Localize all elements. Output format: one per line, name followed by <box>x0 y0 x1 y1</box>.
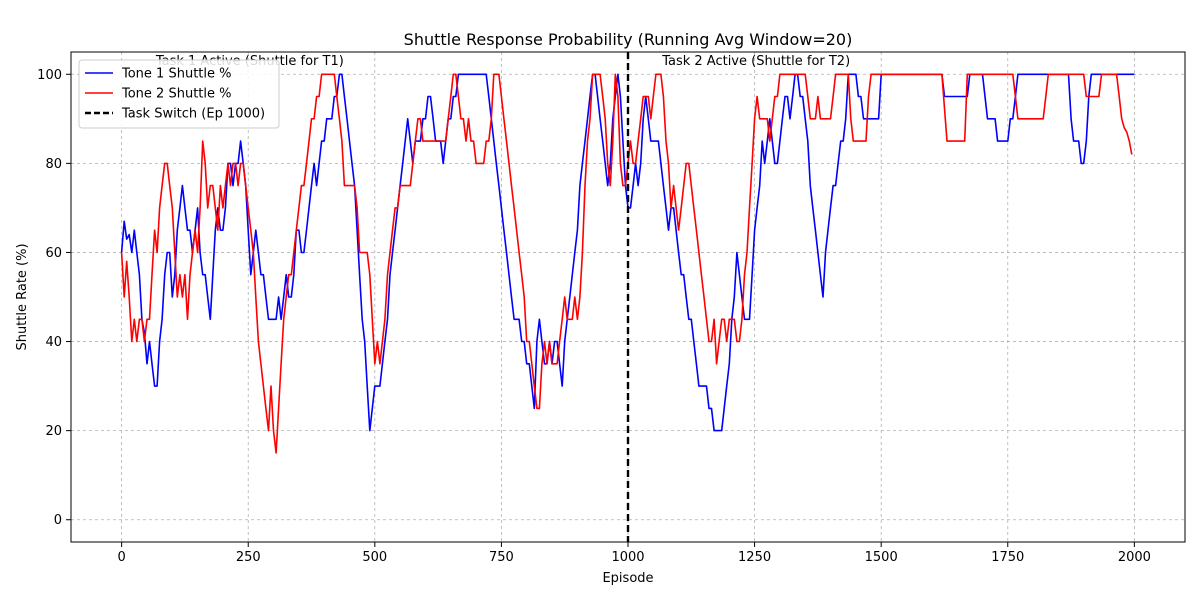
task-annotation: Task 2 Active (Shuttle for T2) <box>661 54 850 69</box>
chart-title: Shuttle Response Probability (Running Av… <box>404 30 853 49</box>
plot-frame <box>70 51 1186 543</box>
x-tick-label: 2000 <box>1118 550 1151 565</box>
x-tick-label: 750 <box>489 550 514 565</box>
x-tick-label: 0 <box>117 550 125 565</box>
legend-box <box>78 59 280 129</box>
x-tick-label: 1500 <box>865 550 898 565</box>
x-tick-label: 1000 <box>611 550 644 565</box>
x-tick-label: 500 <box>362 550 387 565</box>
legend-label: Tone 2 Shuttle % <box>121 87 231 102</box>
y-tick-label: 100 <box>37 68 62 83</box>
y-tick-label: 20 <box>45 424 62 439</box>
y-tick-label: 40 <box>45 335 62 350</box>
series-line-tone-2 <box>120 73 1133 454</box>
y-axis-label: Shuttle Rate (%) <box>15 243 30 350</box>
x-axis-label: Episode <box>602 571 653 586</box>
legend-label: Task Switch (Ep 1000) <box>121 107 265 122</box>
ticks-layer: 0 250 500 750 1000 1250 1500 1750 2000 0 20 40 60 80 1… <box>37 68 1151 565</box>
y-tick-label: 0 <box>54 513 62 528</box>
legend-label: Tone 1 Shuttle % <box>121 67 231 82</box>
y-tick-label: 60 <box>45 246 62 261</box>
x-tick-label: 1750 <box>991 550 1024 565</box>
x-tick-label: 1250 <box>738 550 771 565</box>
legend: Tone 1 Shuttle % Tone 2 Shuttle % Task Swi… <box>78 59 280 129</box>
series-layer <box>120 73 1135 454</box>
x-tick-label: 250 <box>236 550 261 565</box>
y-tick-label: 80 <box>45 157 62 172</box>
